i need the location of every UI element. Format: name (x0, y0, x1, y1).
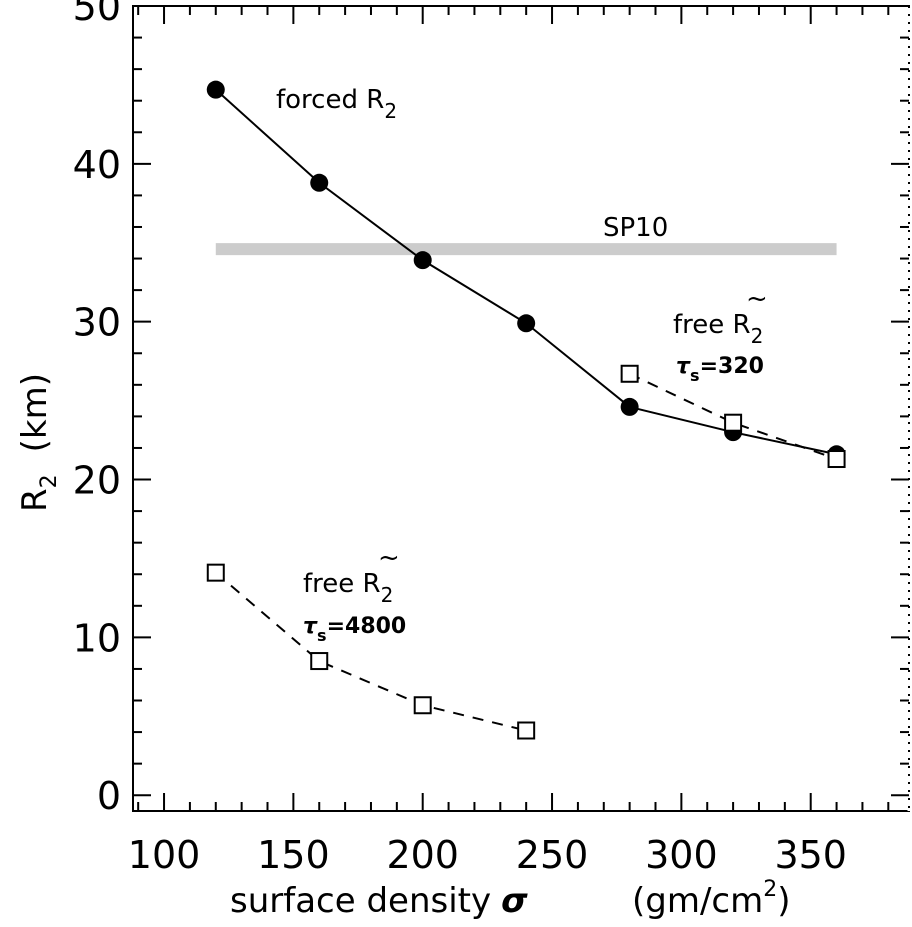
x-tick-label: 150 (257, 833, 330, 877)
annotation-tau-4800-value: =4800 (327, 614, 407, 639)
annotation-tau-4800-sub: s (317, 626, 327, 645)
annotation-tau-320-sub: s (690, 366, 700, 385)
y-tick-labels: 0 10 20 30 40 50 (73, 0, 121, 818)
y-axis-label-text: R2 (km) (15, 373, 62, 512)
series-line-free_4800 (215, 571, 527, 732)
x-axis-label: surface density σ (230, 881, 528, 921)
data-point (827, 450, 846, 469)
x-axis-label-text: surface density (230, 881, 491, 921)
y-tick-label: 10 (73, 616, 121, 660)
data-point (517, 314, 536, 333)
annotation-tau-4800: τs=4800 (303, 614, 406, 645)
data-point (310, 173, 329, 192)
y-tick-label: 50 (73, 0, 121, 29)
x-axis-units: (gm/cm2) (632, 877, 791, 921)
annotation-free-4800-tilde: ~ (378, 543, 400, 573)
x-tick-label: 350 (774, 833, 847, 877)
annotation-forced-text: forced R (276, 85, 384, 115)
x-tick-label: 250 (516, 833, 589, 877)
x-axis-label-symbol: σ (501, 881, 528, 921)
annotation-free-320-text: free R (673, 310, 751, 340)
x-axis-units-text: (gm/cm (632, 881, 763, 921)
data-point (413, 696, 432, 715)
y-axis-label: R2 (km) (15, 373, 62, 512)
data-point (724, 413, 743, 432)
y-axis-label-units: (km) (15, 373, 55, 452)
data-point (620, 364, 639, 383)
x-axis-units-close: ) (777, 881, 790, 921)
x-tick-label: 200 (386, 833, 459, 877)
annotation-free-4800-sub: 2 (381, 583, 394, 607)
annotation-forced: forced R2 (276, 85, 397, 123)
annotation-free-320-tilde: ~ (746, 284, 768, 314)
series-line-free_320 (629, 372, 837, 460)
annotation-tau-4800-symbol: τ (303, 614, 318, 639)
y-axis-label-main: R (15, 488, 55, 512)
x-tick-label: 100 (128, 833, 201, 877)
data-point (206, 80, 225, 99)
data-point (517, 721, 536, 740)
data-point (413, 251, 432, 270)
y-tick-label: 20 (73, 459, 121, 503)
annotation-free-4800: free R2 (303, 569, 393, 607)
x-tick-label: 300 (645, 833, 718, 877)
series-line-forced (215, 88, 837, 456)
data-point (620, 397, 639, 416)
axis-ticks (133, 5, 909, 811)
annotation-tau-320-symbol: τ (676, 354, 691, 379)
plot-frame (132, 5, 910, 812)
y-tick-label: 30 (73, 301, 121, 345)
y-axis-label-sub: 2 (37, 474, 62, 488)
sp10-label: SP10 (603, 213, 668, 243)
annotation-tau-320-value: =320 (700, 354, 764, 379)
y-tick-label: 0 (97, 774, 121, 818)
series-free_320 (620, 364, 846, 469)
data-point (310, 652, 329, 671)
annotation-free-320: free R2 (673, 310, 763, 348)
series-free_4800 (206, 563, 536, 740)
x-tick-labels: 100 150 200 250 300 350 (128, 833, 847, 877)
annotation-tau-320: τs=320 (676, 354, 764, 385)
x-axis-units-sup: 2 (763, 877, 777, 902)
annotation-free-4800-text: free R (303, 569, 381, 599)
annotation-forced-sub: 2 (384, 99, 397, 123)
annotation-free-320-sub: 2 (751, 324, 764, 348)
series-forced (206, 80, 846, 464)
series-layer (206, 80, 846, 740)
y-tick-label: 40 (73, 143, 121, 187)
data-point (206, 563, 225, 582)
